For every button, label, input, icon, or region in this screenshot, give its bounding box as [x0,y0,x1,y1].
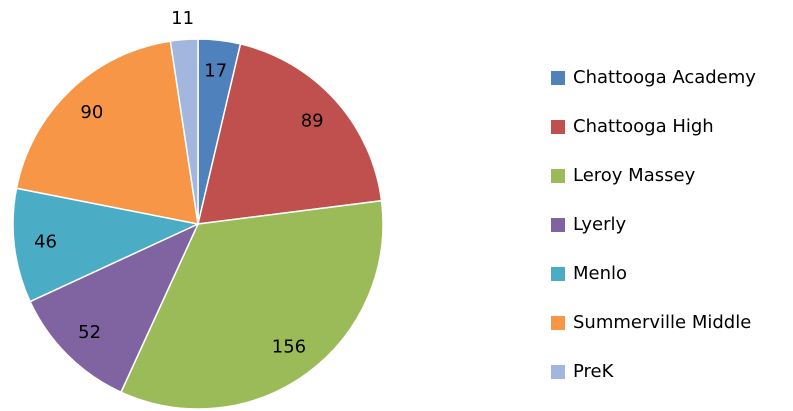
data-label: 11 [171,8,194,29]
legend-swatch [551,267,565,281]
legend-label: Summerville Middle [573,312,751,333]
legend-label: Lyerly [573,214,627,235]
legend-swatch [551,218,565,232]
pie-slice [12,187,201,303]
legend-swatch [551,365,565,379]
pie-slice [169,38,199,225]
legend-swatch [551,169,565,183]
data-label: 156 [272,337,306,358]
legend-label: Chattooga Academy [573,67,756,88]
legend-label: Leroy Massey [573,165,696,186]
legend-swatch [551,71,565,85]
data-label: 89 [301,110,324,131]
data-label: 90 [80,102,103,123]
data-label: 52 [78,322,101,343]
data-label: 46 [34,231,57,252]
legend-label: Menlo [573,263,627,284]
legend-swatch [551,120,565,134]
legend-label: Chattooga High [573,116,714,137]
pie-slice [29,222,200,394]
legend-label: PreK [573,361,615,382]
pie-slice [15,40,199,225]
legend: Chattooga Academy Chattooga High Leroy Mas… [551,67,756,382]
legend-swatch [551,316,565,330]
pie: 17 89 156 52 46 90 11 [12,8,384,410]
pie-slice [197,43,383,225]
pie-slice [119,199,384,410]
data-label: 17 [204,60,227,81]
